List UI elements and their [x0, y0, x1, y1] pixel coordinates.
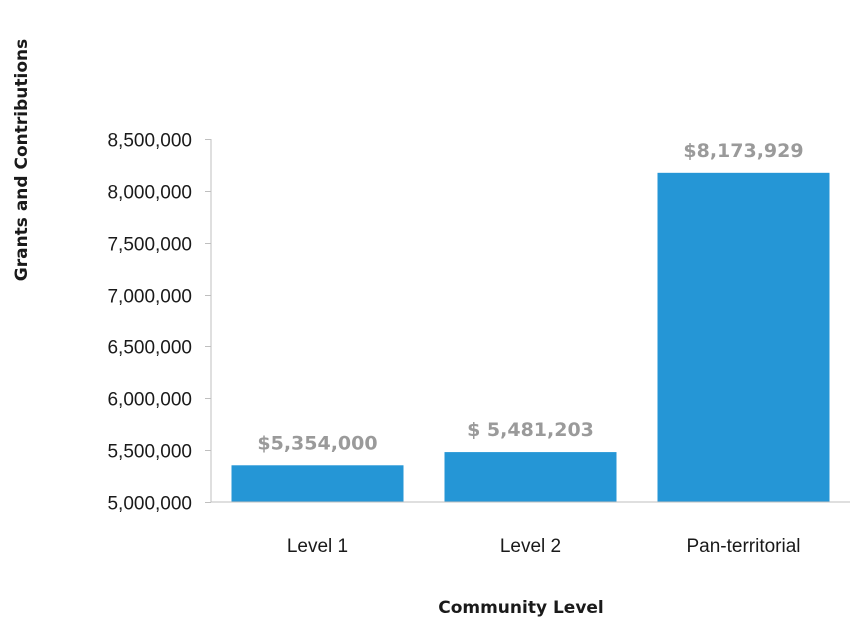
bar-data-label: $ 5,481,203	[467, 419, 594, 441]
y-axis: 5,000,000 5,500,000 6,000,000 6,500,000 7,00…	[107, 131, 212, 515]
y-tick-label: 6,500,000	[107, 338, 192, 359]
x-axis: Level 1 Level 2 Pan-territorial	[211, 501, 850, 557]
bar	[231, 465, 404, 502]
y-tick-label: 5,000,000	[107, 494, 192, 515]
bar	[657, 172, 830, 502]
bar	[444, 452, 617, 502]
y-tick-label: 7,500,000	[107, 235, 192, 256]
x-axis-title: Community Level	[438, 598, 604, 618]
y-axis-title: Grants and Contributions	[12, 39, 32, 281]
x-category-label: Pan-territorial	[686, 536, 800, 557]
x-category-label: Level 1	[287, 536, 348, 557]
y-tick-label: 5,500,000	[107, 442, 192, 463]
y-tick-label: 7,000,000	[107, 287, 192, 308]
bar-data-label: $8,173,929	[683, 140, 803, 162]
bars: $5,354,000 $ 5,481,203 $8,173,929	[231, 140, 830, 502]
y-tick-label: 8,000,000	[107, 183, 192, 204]
bar-data-label: $5,354,000	[257, 432, 377, 454]
y-tick-label: 6,000,000	[107, 390, 192, 411]
y-tick-label: 8,500,000	[107, 131, 192, 152]
x-category-label: Level 2	[500, 536, 561, 557]
